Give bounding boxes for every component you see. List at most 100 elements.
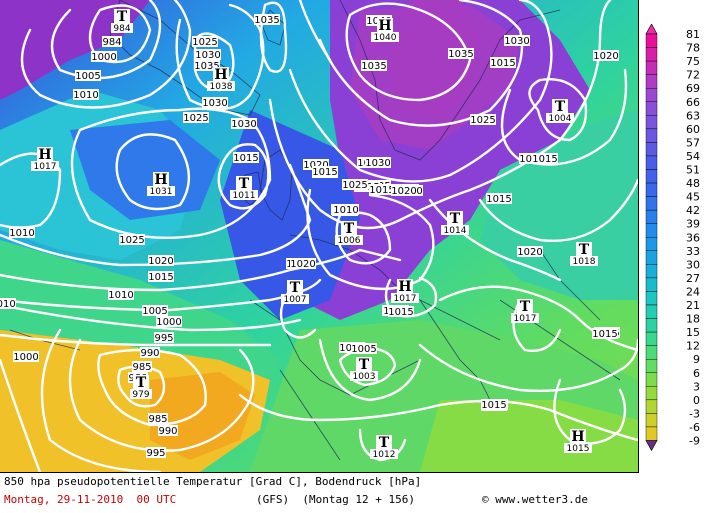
isobar-label-bg <box>148 271 174 282</box>
system-letter-bg <box>153 172 169 186</box>
isobar-label-bg <box>312 166 338 177</box>
isobar-label-text: 1015 <box>388 307 413 318</box>
isobar-label-text: 1010 <box>108 290 133 301</box>
colorbar-cell <box>645 223 658 238</box>
isobar-label-text: 1035 <box>194 61 219 72</box>
colorbar-cell <box>645 386 658 401</box>
isobar-label-bg <box>154 332 174 343</box>
colorbar-labels: 8178757269666360575451484542393633302724… <box>686 28 700 448</box>
isobar-label-bg <box>148 413 168 424</box>
system-letter-bg <box>236 176 252 190</box>
system-value: 1038 <box>210 82 233 92</box>
colorbar-cell <box>645 426 658 441</box>
isobar-label-bg <box>481 399 507 410</box>
system-value-bg <box>570 256 598 266</box>
isobar-label-bg <box>233 152 259 163</box>
isobar-label-bg <box>140 347 160 358</box>
isobar-label-bg <box>102 36 122 47</box>
isobar-label-text: 1015 <box>490 58 515 69</box>
system-letter-bg <box>377 18 393 32</box>
system-value: 979 <box>132 390 149 400</box>
colorbar-label: 21 <box>686 299 700 312</box>
isobar-label-bg <box>75 70 101 81</box>
colorbar-cell <box>645 155 658 170</box>
colorbar-label: 51 <box>686 164 700 177</box>
isobar-label-text: 1015 <box>592 329 617 340</box>
isobar-label: 985 <box>148 413 168 425</box>
isobar-label: 1010 <box>108 289 134 301</box>
colorbar-label: 66 <box>686 96 700 109</box>
colorbar-label: 15 <box>686 326 700 339</box>
isobar-label-bg <box>158 425 178 436</box>
system-letter: T <box>239 176 250 192</box>
colorbar-cell <box>645 264 658 279</box>
isobar-label-text: 1010 <box>9 228 34 239</box>
colorbar-cell <box>645 169 658 184</box>
system-value-bg <box>31 161 59 171</box>
system-value-bg <box>207 81 235 91</box>
system-value: 1006 <box>338 236 361 246</box>
system-value-bg <box>230 190 258 200</box>
system-value: 1011 <box>233 191 256 201</box>
isobar-label-text: 1015 <box>532 154 557 165</box>
isobar-label-bg <box>490 57 516 68</box>
colorbar-label: 75 <box>686 55 700 68</box>
isobar-label: 1020 <box>593 50 619 62</box>
colorbar-label: 48 <box>686 177 700 190</box>
isobar-label-bg <box>132 361 152 372</box>
isobar-label: 1010 <box>333 204 359 216</box>
colorbar-cell <box>645 142 658 157</box>
isobar-label-text: 1015 <box>369 185 394 196</box>
isobar-label: 1015 <box>148 271 174 283</box>
isobar-label-bg <box>342 179 368 190</box>
temperature-colorbar: 8178757269666360575451484542393633302724… <box>645 24 700 452</box>
isobar-label: 1025 <box>192 36 218 48</box>
colorbar-label: 57 <box>686 136 700 149</box>
colorbar-cell <box>645 101 658 116</box>
isobar-label: 995 <box>154 332 174 344</box>
system-letter-bg <box>213 67 229 81</box>
system-value: 1017 <box>514 314 537 324</box>
isobar-label-text: 984 <box>102 37 121 48</box>
isobar-label-text: 1005 <box>75 71 100 82</box>
colorbar-label: 63 <box>686 109 700 122</box>
colorbar-cell <box>645 413 658 428</box>
isobar-label: 1025 <box>470 114 496 126</box>
isobar-label-text: 1025 <box>119 235 144 246</box>
colorbar-label: -6 <box>689 421 700 434</box>
isobar-label: 1020 <box>148 255 174 267</box>
isobar-label-bg <box>156 316 182 327</box>
colorbar-cells <box>645 24 658 452</box>
system-value: 1012 <box>373 450 396 460</box>
isobar-label-bg <box>195 49 221 60</box>
system-letter: T <box>136 375 147 391</box>
system-value-bg <box>441 225 469 235</box>
site-credit[interactable]: © www.wetter3.de <box>482 493 588 506</box>
isobar-label-text: 1035 <box>254 15 279 26</box>
isobar-label: 1020 <box>303 159 329 171</box>
isobar-label-text: 1030 <box>195 50 220 61</box>
system-value-bg <box>391 293 419 303</box>
chart-description: 850 hpa pseudopotentielle Temperatur [Gr… <box>4 475 422 488</box>
colorbar-cell <box>645 399 658 414</box>
isobar-label-bg <box>532 153 558 164</box>
isobar-lines <box>0 0 638 472</box>
colorbar-label: 30 <box>686 258 700 271</box>
chart-footer: 850 hpa pseudopotentielle Temperatur [Gr… <box>0 473 704 513</box>
isobar-label-text: 1005 <box>142 306 167 317</box>
system-value: 1014 <box>444 226 467 236</box>
isobar-label-text: 1020 <box>391 186 416 197</box>
isobar-label-bg <box>391 185 417 196</box>
isobar-labels: 9841000100510101035102510301035103010401… <box>0 14 620 459</box>
isobar-label-bg <box>448 48 474 59</box>
system-value-bg <box>546 113 574 123</box>
system-letter: T <box>555 99 566 115</box>
system-letter-bg <box>517 299 533 313</box>
chart-date: Montag, 29-11-2010 00 UTC <box>4 493 177 506</box>
isobar-label-text: 1025 <box>183 113 208 124</box>
system-letter: T <box>379 435 390 451</box>
system-value-bg <box>130 389 152 399</box>
